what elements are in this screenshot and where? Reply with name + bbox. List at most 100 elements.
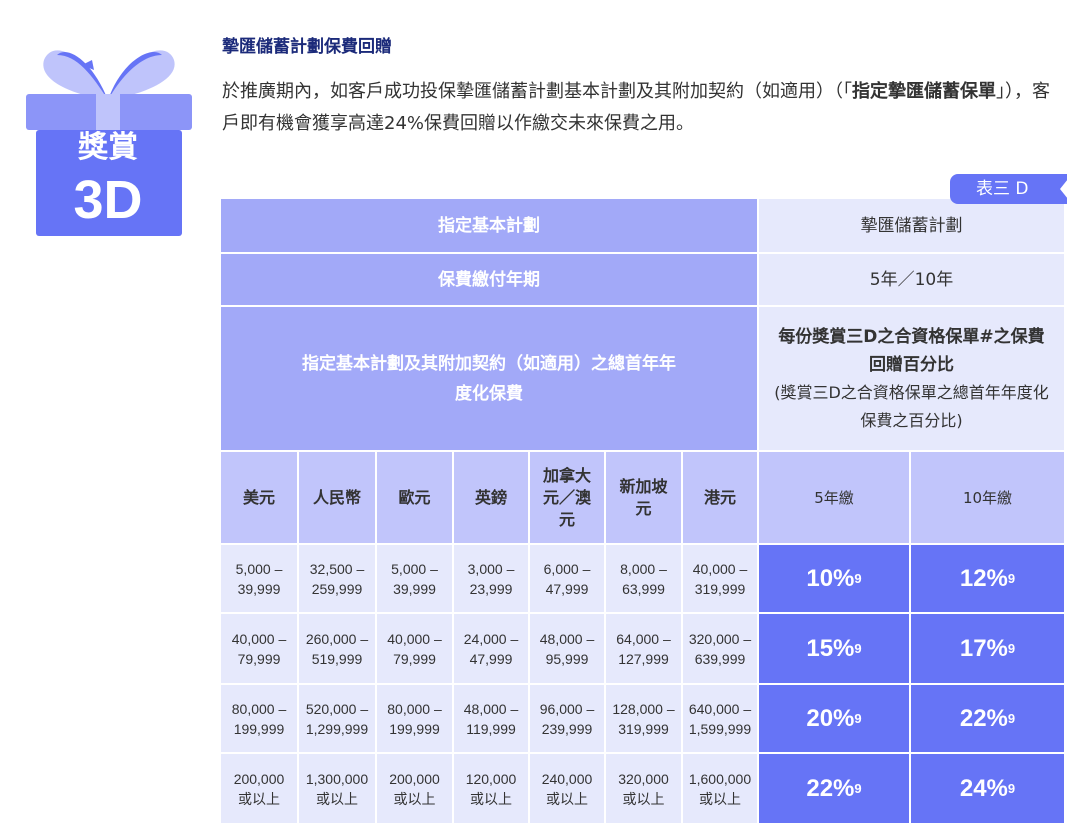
- footnote-mark: 9: [854, 640, 862, 656]
- row-label-payment-term: 保費繳付年期: [221, 254, 757, 305]
- range-text: 40,000 –: [387, 630, 442, 647]
- rebate-percentage-cell: 22% 9: [759, 754, 909, 823]
- range-text: 23,999: [469, 580, 513, 597]
- row-label-basic-plan: 指定基本計劃: [221, 199, 757, 252]
- range-text: 639,999: [694, 650, 746, 667]
- range-text: 1,600,000: [688, 770, 752, 787]
- rebate-percentage-title: 每份獎賞三D之合資格保單#之保費回贈百分比: [778, 326, 1045, 375]
- range-text: 48,000 –: [539, 630, 595, 647]
- premium-range-cell: 40,000 – 319,999: [683, 545, 757, 612]
- currency-header: 歐元: [377, 452, 452, 543]
- premium-range-cell: 80,000 – 199,999: [221, 685, 297, 752]
- badge-label: 獎賞: [78, 130, 138, 165]
- premium-range-cell: 96,000 – 239,999: [530, 685, 604, 752]
- premium-range-cell: 80,000 – 199,999: [377, 685, 452, 752]
- premium-range-cell: 1,600,000 或以上: [683, 754, 757, 823]
- range-text: 39,999: [237, 580, 281, 597]
- footnote-mark: 9: [854, 570, 862, 586]
- footnote-mark: 9: [1007, 570, 1016, 586]
- rebate-percentage-cell: 12% 9: [911, 545, 1064, 612]
- range-text: 199,999: [233, 720, 285, 737]
- range-text: 520,000 –: [305, 700, 369, 717]
- table-tag: 表三 D: [950, 174, 1068, 204]
- rebate-percentage-cell: 20% 9: [759, 685, 909, 752]
- premium-range-cell: 200,000 或以上: [221, 754, 297, 823]
- range-text: 1,599,999: [688, 720, 752, 737]
- rebate-value: 24%: [959, 774, 1008, 802]
- range-text: 或以上: [238, 790, 280, 807]
- range-text: 240,000: [541, 770, 593, 787]
- premium-range-cell: 1,300,000 或以上: [299, 754, 375, 823]
- premium-range-cell: 120,000 或以上: [454, 754, 528, 823]
- premium-range-cell: 260,000 – 519,999: [299, 614, 375, 683]
- range-text: 5,000 –: [391, 560, 438, 577]
- range-text: 127,999: [618, 650, 669, 667]
- term-header: 10年繳: [911, 452, 1064, 543]
- range-text: 119,999: [466, 720, 516, 737]
- premium-range-cell: 40,000 – 79,999: [221, 614, 297, 683]
- rebate-value: 22%: [806, 774, 855, 802]
- rebate-percentage-cell: 22% 9: [911, 685, 1064, 752]
- row-label-premium: 指定基本計劃及其附加契約（如適用）之總首年年度化保費: [221, 307, 757, 450]
- section-description: 於推廣期內，如客戶成功投保摯匯儲蓄計劃基本計劃及其附加契約（如適用）（「指定摯匯…: [222, 76, 1067, 140]
- range-text: 64,000 –: [616, 630, 671, 647]
- range-text: 640,000 –: [688, 700, 752, 717]
- range-text: 8,000 –: [620, 560, 667, 577]
- rebate-value: 17%: [959, 634, 1008, 662]
- currency-header: 人民幣: [299, 452, 375, 543]
- rebate-value: 22%: [959, 704, 1008, 732]
- premium-range-cell: 5,000 – 39,999: [221, 545, 297, 612]
- range-text: 24,000 –: [463, 630, 519, 647]
- rebate-value: 15%: [806, 634, 855, 662]
- range-text: 120,000: [465, 770, 517, 787]
- range-text: 48,000 –: [463, 700, 519, 717]
- premium-range-cell: 40,000 – 79,999: [377, 614, 452, 683]
- badge-code: 3D: [73, 170, 143, 230]
- premium-range-cell: 240,000 或以上: [530, 754, 604, 823]
- range-text: 32,500 –: [309, 560, 365, 577]
- range-text: 1,299,999: [305, 720, 369, 737]
- premium-range-cell: 3,000 – 23,999: [454, 545, 528, 612]
- footnote-mark: 9: [854, 780, 862, 796]
- currency-header: 英鎊: [454, 452, 528, 543]
- premium-range-cell: 32,500 – 259,999: [299, 545, 375, 612]
- payment-term-value: 5年／10年: [759, 254, 1064, 305]
- range-text: 5,000 –: [235, 560, 283, 577]
- range-text: 或以上: [393, 790, 436, 807]
- reward-3d-gift-badge: 獎賞 3D: [22, 30, 194, 240]
- rebate-value: 10%: [806, 564, 855, 592]
- desc-text: 於推廣期內，如客戶成功投保摯匯儲蓄計劃基本計劃及其附加契約（如適用）（「: [222, 81, 852, 102]
- basic-plan-value: 摯匯儲蓄計劃: [759, 199, 1064, 252]
- range-text: 259,999: [311, 580, 363, 597]
- currency-header: 港元: [683, 452, 757, 543]
- range-text: 96,000 –: [539, 700, 595, 717]
- premium-range-cell: 64,000 – 127,999: [606, 614, 681, 683]
- footnote-mark: 9: [854, 710, 862, 726]
- range-text: 239,999: [541, 720, 593, 737]
- range-text: 319,999: [618, 720, 669, 737]
- premium-range-cell: 200,000 或以上: [377, 754, 452, 823]
- range-text: 40,000 –: [231, 630, 287, 647]
- range-text: 或以上: [622, 790, 665, 807]
- range-text: 79,999: [393, 650, 436, 667]
- section-title: 摯匯儲蓄計劃保費回贈: [222, 37, 392, 57]
- range-text: 200,000: [389, 770, 440, 787]
- rebate-value: 20%: [806, 704, 855, 732]
- rebate-percentage-header: 每份獎賞三D之合資格保單#之保費回贈百分比 (獎賞三D之合資格保單之總首年年度化…: [759, 307, 1064, 450]
- premium-range-cell: 6,000 – 47,999: [530, 545, 604, 612]
- rebate-percentage-note: (獎賞三D之合資格保單之總首年年度化保費之百分比): [774, 382, 1049, 430]
- footnote-mark: 9: [1007, 780, 1016, 796]
- range-text: 128,000 –: [612, 700, 675, 717]
- premium-range-cell: 520,000 – 1,299,999: [299, 685, 375, 752]
- range-text: 或以上: [699, 790, 741, 807]
- range-text: 79,999: [237, 650, 281, 667]
- range-text: 63,999: [622, 580, 665, 597]
- desc-bold-term: 指定摯匯儲蓄保單: [852, 81, 996, 102]
- range-text: 47,999: [545, 580, 589, 597]
- range-text: 200,000: [233, 770, 285, 787]
- range-text: 1,300,000: [305, 770, 369, 787]
- currency-header: 加拿大元／澳元: [530, 452, 604, 543]
- currency-header: 美元: [221, 452, 297, 543]
- premium-range-cell: 8,000 – 63,999: [606, 545, 681, 612]
- range-text: 260,000 –: [305, 630, 369, 647]
